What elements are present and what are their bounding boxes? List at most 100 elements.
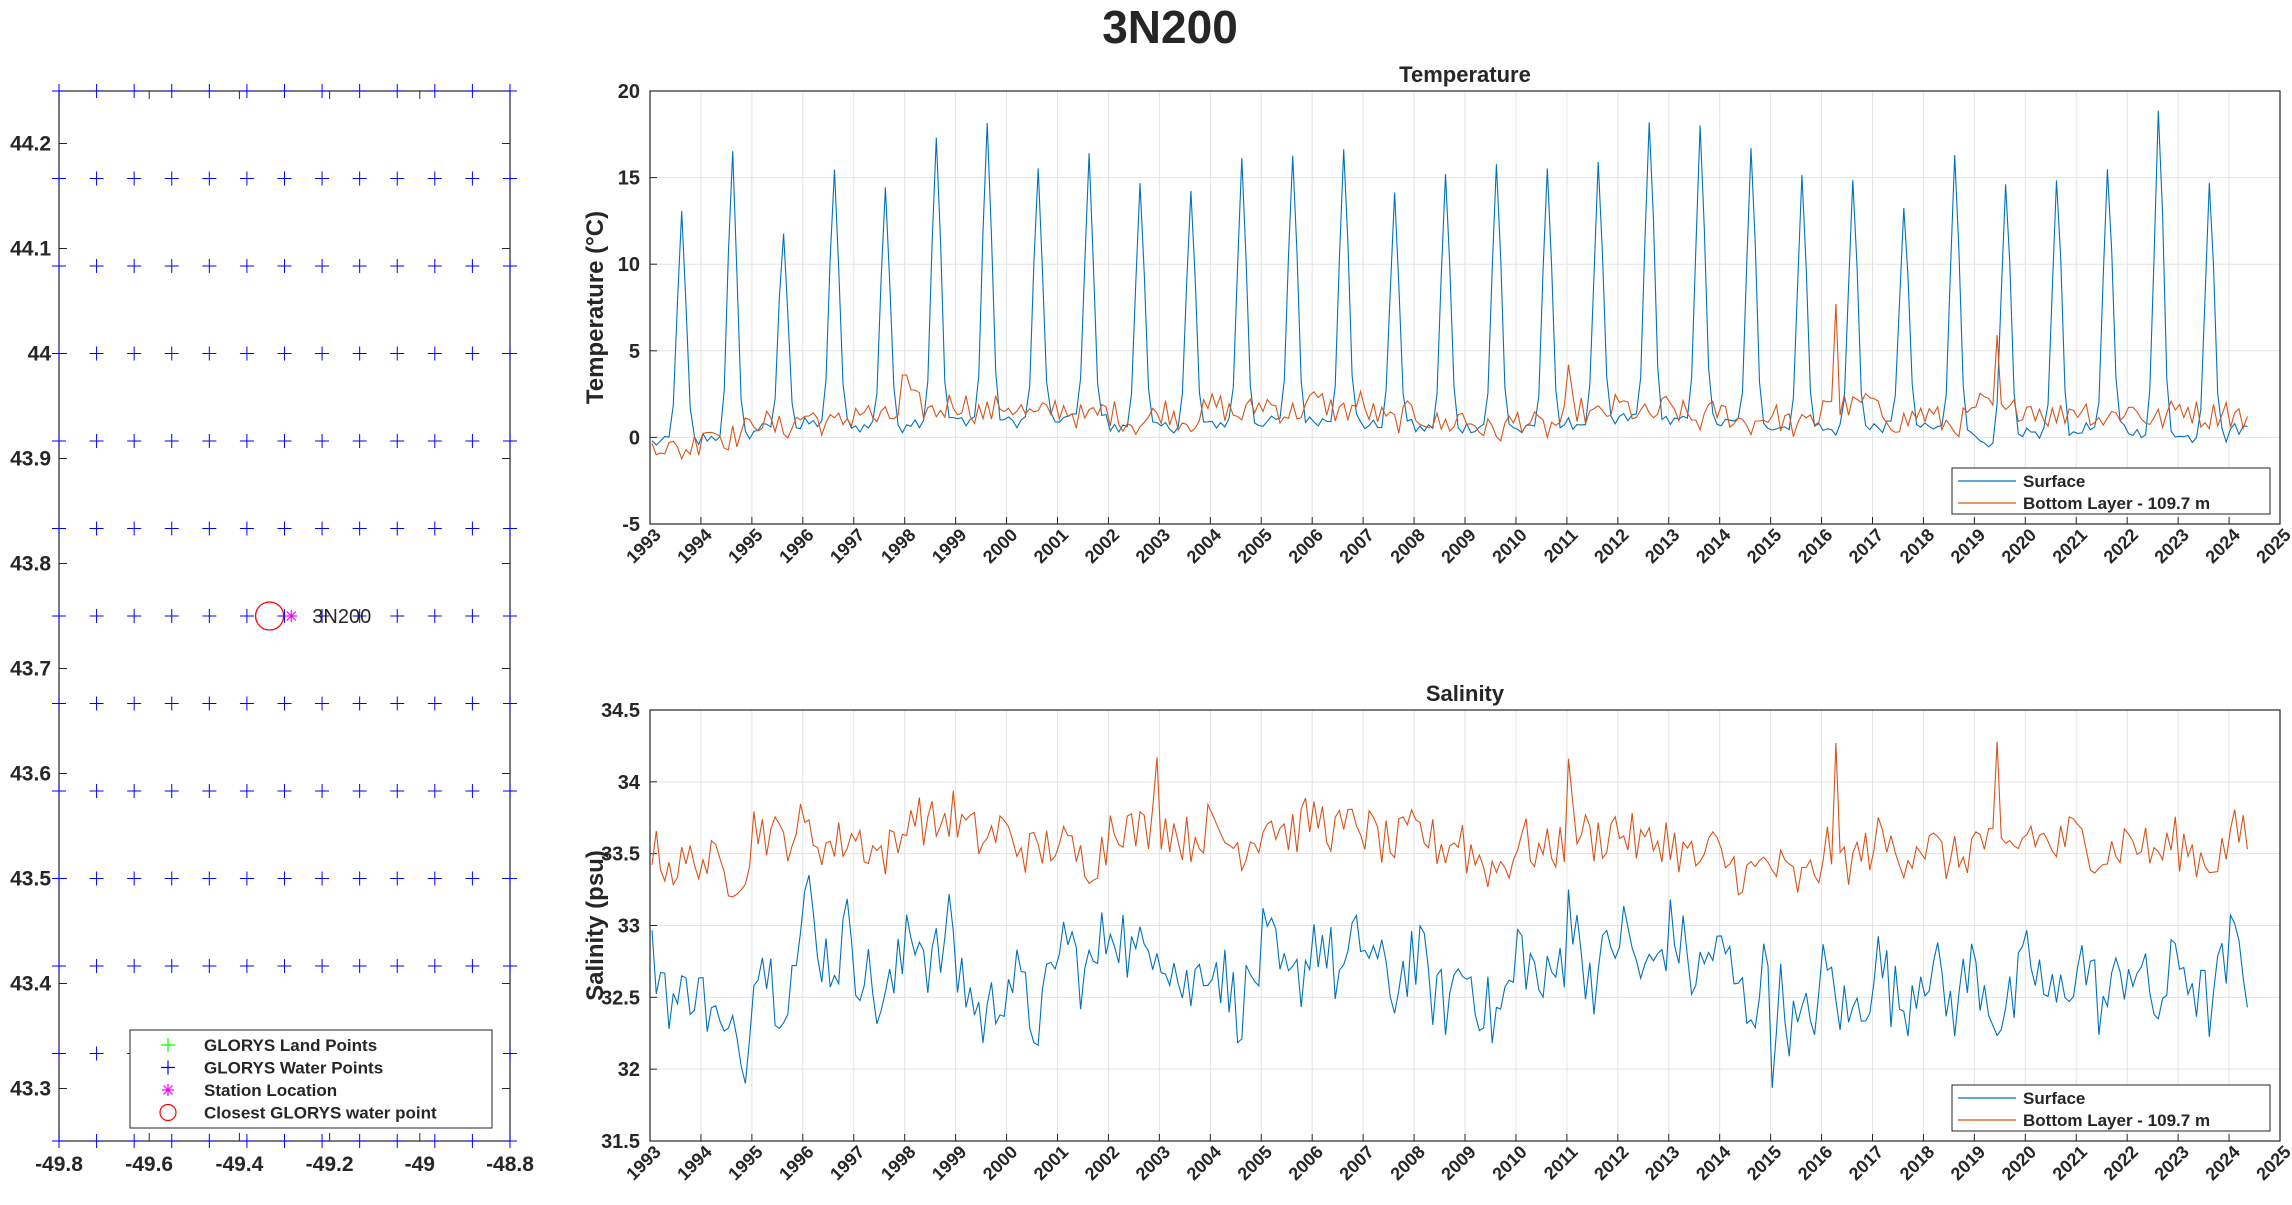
water-point-marker [239,959,254,974]
salinity-x-tick-label: 2010 [1488,1142,1530,1184]
water-point-marker [202,521,217,536]
water-point-marker [127,84,142,99]
temperature-axes: 1993 1994 1995 1996 1997 1998 1999 2000 2001 2002… [582,62,2292,567]
water-point-marker [315,171,330,186]
salinity-x-tick-label: 2017 [1845,1142,1887,1184]
water-point-marker [315,434,330,449]
salinity-x-tick-label: 1999 [928,1142,970,1184]
water-point-marker [427,959,442,974]
water-point-marker [89,259,104,274]
water-point-marker [277,346,292,361]
water-point-marker [427,871,442,886]
legend-label: Station Location [204,1081,337,1100]
salinity-x-tick-label: 2005 [1234,1142,1276,1184]
water-point-marker [390,959,405,974]
water-point-marker [239,784,254,799]
salinity-y-tick-label: 32 [618,1059,640,1081]
water-point-marker [352,84,367,99]
figure-title: 3N200 [1102,1,1238,53]
temperature-x-tick-label: 2001 [1030,525,1072,567]
salinity-legend-label: Surface [2023,1089,2085,1108]
water-point-marker [352,434,367,449]
water-point-marker [352,696,367,711]
water-point-marker [502,521,517,536]
water-point-marker [127,259,142,274]
water-point-marker [465,521,480,536]
temperature-x-tick-label: 2025 [2252,525,2292,567]
salinity-legend-label: Bottom Layer - 109.7 m [2023,1111,2210,1130]
water-point-marker [427,784,442,799]
water-point-marker [315,959,330,974]
water-point-marker [427,609,442,624]
legend-marker-asterisk [162,1084,174,1096]
water-point-marker [465,346,480,361]
map-y-tick-label: 43.3 [10,1078,51,1101]
map-x-tick-label: -48.8 [486,1153,534,1176]
water-point-marker [390,696,405,711]
water-point-marker [52,696,66,711]
map-y-tick-label: 44.2 [10,133,51,156]
water-point-marker [164,871,179,886]
salinity-legend-box [1951,1084,2271,1132]
temperature-series-line-surface [651,110,2248,448]
temperature-x-tick-label: 2017 [1845,525,1887,567]
temperature-legend-label: Bottom Layer - 109.7 m [2023,494,2210,513]
salinity-axes-frame [649,709,2281,1142]
map-y-tick-label: 43.4 [10,973,51,996]
temperature-y-tick-label: 15 [618,168,640,190]
salinity-axes: 1993 1994 1995 1996 1997 1998 1999 2000 2001 2002… [582,681,2292,1184]
salinity-x-tick-label: 2016 [1794,1142,1836,1184]
water-point-marker [465,784,480,799]
temperature-y-label: Temperature (°C) [582,211,609,404]
water-point-marker [52,1134,66,1148]
water-point-marker [89,1046,104,1061]
water-point-marker [502,171,517,186]
temperature-x-tick-label: 2014 [1692,525,1734,567]
water-point-marker [427,521,442,536]
salinity-title: Salinity [1426,681,1505,706]
water-point-marker [502,871,517,886]
salinity-x-tick-label: 2006 [1285,1142,1327,1184]
water-point-marker [89,959,104,974]
water-point-marker [202,871,217,886]
water-point-marker [127,696,142,711]
water-point-marker [52,434,66,449]
temperature-x-tick-label: 2021 [2049,525,2091,567]
temperature-x-tick-label: 2008 [1386,525,1428,567]
map-x-tick-label: -49.8 [35,1153,83,1176]
temperature-x-tick-label: 1994 [673,525,715,567]
water-point-marker [390,521,405,536]
water-point-marker [277,521,292,536]
water-point-marker [390,346,405,361]
temperature-y-tick-label: 10 [618,254,640,276]
water-point-marker [164,609,179,624]
water-point-marker [52,259,66,274]
water-point-marker [239,1134,254,1148]
temperature-x-tick-label: 2016 [1794,525,1836,567]
salinity-x-tick-label: 2007 [1335,1142,1377,1184]
map-y-tick-label: 43.9 [10,448,51,471]
water-point-marker [52,1046,66,1061]
water-point-marker [352,959,367,974]
water-point-marker [52,84,66,99]
legend-marker-plus [161,1060,175,1075]
water-point-marker [465,959,480,974]
water-point-marker [239,84,254,99]
water-point-marker [127,346,142,361]
temperature-series-line-bottom [651,303,2248,461]
water-point-marker [202,784,217,799]
temperature-title: Temperature [1399,62,1531,87]
water-point-marker [164,521,179,536]
temperature-y-tick-label: 20 [618,81,640,103]
salinity-x-tick-label: 2011 [1540,1142,1582,1184]
salinity-x-tick-label: 2001 [1030,1142,1072,1184]
salinity-series-line-surface [651,875,2248,1088]
water-point-marker [89,434,104,449]
temperature-x-tick-label: 2009 [1437,525,1479,567]
water-point-marker [315,346,330,361]
map-y-tick-label: 43.6 [10,763,51,786]
temperature-x-tick-label: 2018 [1896,525,1938,567]
water-point-marker [164,259,179,274]
water-point-marker [202,434,217,449]
water-point-marker [127,1134,142,1148]
